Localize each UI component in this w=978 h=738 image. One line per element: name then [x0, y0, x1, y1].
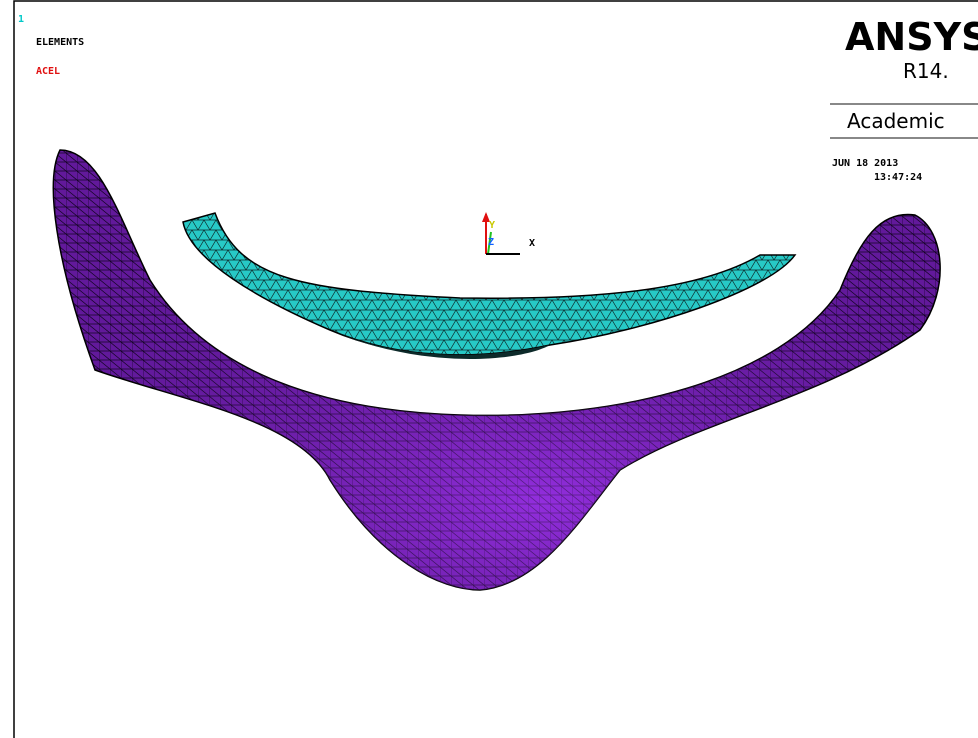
license: Academic	[847, 109, 945, 133]
cyan-mesh	[183, 213, 795, 359]
ansys-logo: ANSYS	[845, 15, 978, 59]
time: 13:47:24	[874, 172, 922, 183]
purple-mesh	[53, 150, 940, 590]
window-number: 1	[18, 14, 24, 25]
triad-y: Y	[489, 220, 495, 231]
release: R14.	[903, 59, 949, 83]
triad-x: X	[529, 238, 535, 249]
triad-z: Z	[488, 237, 494, 248]
ansys-window: Y Z X 1 ELEMENTS ACEL ANSYS R14. Academi…	[0, 0, 978, 738]
graphics-area: Y Z X 1 ELEMENTS ACEL ANSYS R14. Academi…	[0, 0, 978, 738]
plot-type: ELEMENTS	[36, 37, 84, 48]
triad: Y Z X	[482, 212, 535, 254]
date: JUN 18 2013	[832, 158, 898, 169]
load-label: ACEL	[36, 66, 60, 77]
